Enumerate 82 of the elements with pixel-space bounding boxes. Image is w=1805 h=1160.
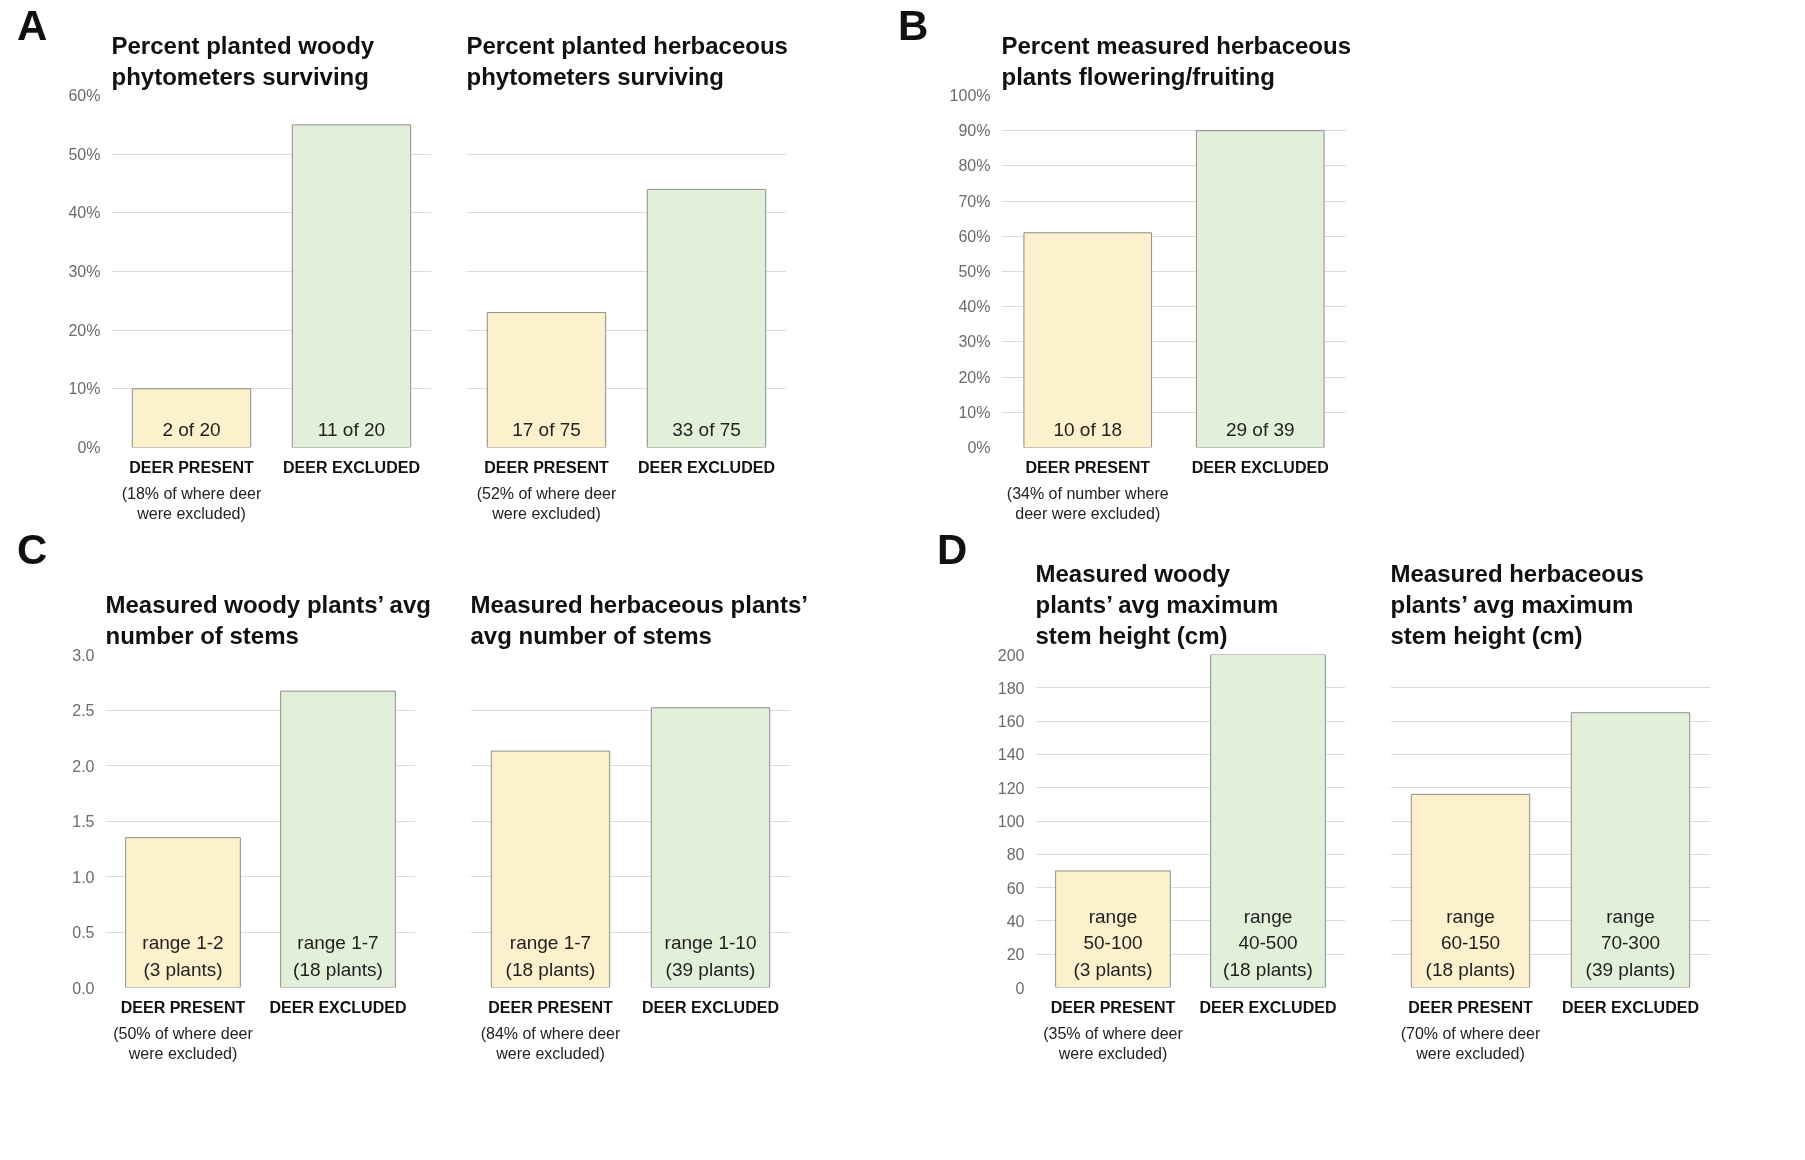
- y-tick-label: 0: [1015, 979, 1025, 997]
- chart-title: Measured woody plants’ avg maximum stem height (cm): [1035, 560, 1279, 650]
- y-tick-label: 100: [997, 813, 1025, 830]
- x-tick-label: DEER PRESENT: [129, 458, 254, 476]
- y-tick-label: 30%: [68, 263, 101, 280]
- y-tick-label: 0.0: [72, 979, 95, 997]
- text: (35% of where deer were excluded): [1043, 1024, 1184, 1062]
- x-tick-label: DEER EXCLUDED: [269, 998, 407, 1016]
- y-tick-label: 50%: [958, 263, 991, 280]
- x-tick-label: DEER PRESENT: [484, 458, 609, 476]
- x-tick-label: DEER EXCLUDED: [1191, 458, 1329, 476]
- chart-title: Percent planted herbaceous phytometers surviving: [466, 32, 788, 91]
- annotation: range 40-500 (18 plants): [1223, 906, 1313, 980]
- x-tick-label: DEER PRESENT: [488, 998, 613, 1016]
- y-tick-label: 120: [997, 779, 1025, 797]
- y-tick-label: 60%: [958, 227, 991, 245]
- x-tick-label: DEER PRESENT: [1050, 998, 1176, 1016]
- text: (84% of where deer were excluded): [480, 1024, 621, 1062]
- y-tick-label: 0.5: [72, 924, 95, 941]
- y-tick-label: 20%: [68, 321, 101, 339]
- annotation: 2 of 20: [162, 418, 221, 440]
- y-tick-label: 0%: [77, 439, 101, 456]
- annotation: range 60-150 (18 plants): [1425, 906, 1516, 980]
- annotation: 10 of 18: [1053, 418, 1123, 440]
- annotation: range 70-300 (39 plants): [1585, 906, 1676, 980]
- x-tick-label: DEER EXCLUDED: [642, 998, 779, 1016]
- chart-title: Percent measured herbaceous plants flowering/fruiting: [1001, 32, 1351, 91]
- text: C: [17, 525, 48, 575]
- text: (50% of where deer were excluded): [113, 1024, 254, 1062]
- y-tick-label: 3.0: [72, 646, 95, 664]
- annotation: range 50-100 (3 plants): [1073, 906, 1153, 980]
- x-tick-label: DEER EXCLUDED: [1199, 998, 1337, 1016]
- x-tick-label: DEER PRESENT: [120, 998, 246, 1016]
- y-tick-label: 60%: [68, 87, 101, 104]
- y-tick-label: 2.5: [72, 702, 95, 719]
- y-tick-label: 20: [1006, 946, 1025, 964]
- y-tick-label: 2.0: [72, 757, 95, 775]
- annotation: range 1-7 (18 plants): [293, 932, 383, 980]
- chart-title: Measured herbaceous plants’ avg number of stems: [470, 591, 808, 650]
- x-tick-label: DEER EXCLUDED: [638, 458, 775, 476]
- annotation: 17 of 75: [512, 418, 581, 440]
- y-tick-label: 20%: [958, 368, 991, 386]
- y-tick-label: 80: [1006, 846, 1025, 864]
- annotation: range 1-7 (18 plants): [505, 932, 596, 980]
- text: A: [17, 1, 48, 51]
- x-tick-label: DEER EXCLUDED: [1562, 998, 1699, 1016]
- text: (52% of where deer were excluded): [476, 484, 617, 522]
- annotation: range 1-10 (39 plants): [664, 932, 757, 980]
- annotation: 29 of 39: [1225, 418, 1295, 440]
- y-tick-label: 80%: [958, 157, 991, 175]
- text: (18% of where deer were excluded): [121, 484, 262, 522]
- chart-title: Measured woody plants’ avg number of stems: [105, 591, 431, 650]
- annotation: range 1-2 (3 plants): [142, 932, 224, 980]
- annotation: 33 of 75: [672, 418, 741, 440]
- text: B: [898, 1, 929, 51]
- chart-title: Percent planted woody phytometers surviving: [111, 32, 375, 91]
- y-tick-label: 90%: [958, 122, 991, 140]
- y-tick-label: 160: [997, 713, 1025, 731]
- y-tick-label: 60: [1006, 879, 1025, 897]
- x-tick-label: DEER PRESENT: [1408, 998, 1533, 1016]
- y-tick-label: 1.0: [72, 868, 95, 886]
- y-tick-label: 180: [997, 679, 1025, 697]
- y-tick-label: 40%: [68, 204, 101, 222]
- y-tick-label: 40%: [958, 298, 991, 316]
- y-tick-label: 30%: [958, 333, 991, 351]
- y-tick-label: 140: [997, 746, 1025, 764]
- annotation: 11 of 20: [317, 418, 386, 440]
- y-tick-label: 200: [997, 646, 1025, 664]
- y-tick-label: 100%: [949, 87, 991, 104]
- y-tick-label: 10%: [958, 403, 991, 421]
- text: D: [937, 525, 968, 575]
- y-tick-label: 1.5: [72, 813, 95, 830]
- y-tick-label: 40: [1006, 912, 1025, 930]
- y-tick-label: 50%: [68, 145, 101, 163]
- y-tick-label: 70%: [958, 192, 991, 210]
- text: (70% of where deer were excluded): [1400, 1024, 1541, 1062]
- chart-title: Measured herbaceous plants’ avg maximum stem height (cm): [1390, 560, 1644, 650]
- y-tick-label: 0%: [967, 439, 991, 456]
- x-tick-label: DEER EXCLUDED: [283, 458, 420, 476]
- y-tick-label: 10%: [68, 380, 101, 398]
- x-tick-label: DEER PRESENT: [1025, 458, 1151, 476]
- text: (34% of number where deer were excluded): [1006, 484, 1169, 522]
